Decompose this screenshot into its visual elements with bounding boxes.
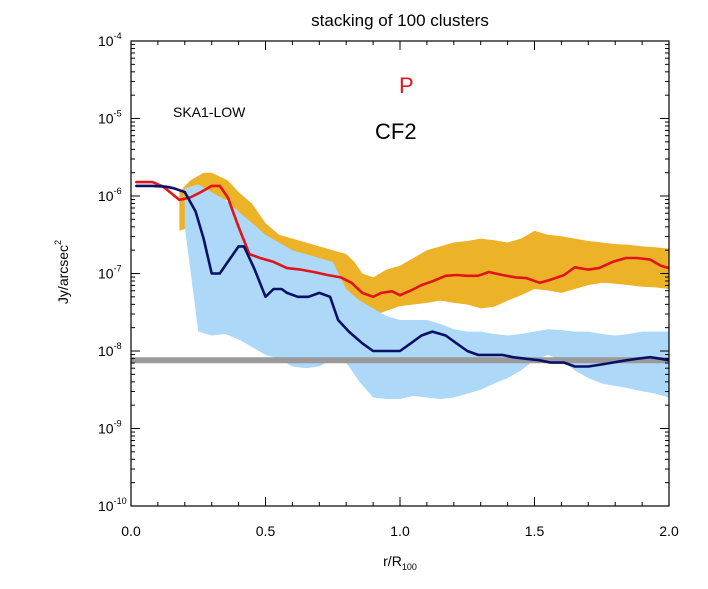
- x-tick-label: 1.5: [525, 523, 545, 539]
- y-axis-label-sup: 2: [53, 240, 63, 245]
- x-axis-label: r/R100: [383, 553, 417, 572]
- series-line-p: [135, 180, 669, 299]
- y-tick-label: 10-10: [98, 496, 127, 514]
- y-tick-label: 10-5: [98, 109, 122, 127]
- plot-area: [130, 40, 670, 507]
- y-tick-label-base: 10: [98, 33, 114, 49]
- y-tick-label-base: 10: [98, 111, 114, 127]
- legend-label-cf2: CF2: [375, 119, 417, 144]
- band-cf2-band: [184, 184, 669, 399]
- y-tick-label-exponent: -6: [114, 186, 122, 196]
- y-tick-label-exponent: -4: [114, 31, 122, 41]
- y-tick-label-base: 10: [98, 188, 114, 204]
- x-tick-label: 0.5: [256, 523, 276, 539]
- x-tick-label: 2.0: [659, 523, 679, 539]
- y-tick-label: 10-7: [98, 264, 122, 282]
- y-tick-label: 10-9: [98, 419, 122, 437]
- y-tick-label: 10-4: [98, 31, 122, 49]
- y-tick-label-base: 10: [98, 343, 114, 359]
- y-axis-label: Jy/arcsec2: [53, 240, 71, 304]
- x-tick-label: 0.0: [121, 523, 141, 539]
- y-tick-label-exponent: -10: [114, 496, 127, 506]
- x-axis-label-sub: 100: [402, 562, 417, 572]
- y-tick-label-exponent: -8: [114, 341, 122, 351]
- x-axis-label-main: r/R: [383, 553, 402, 569]
- annotation-instrument: SKA1-LOW: [173, 104, 246, 120]
- y-tick-label-base: 10: [98, 421, 114, 437]
- y-tick-label-exponent: -5: [114, 109, 122, 119]
- series-line-cf2: [135, 184, 669, 368]
- y-tick-label-exponent: -7: [114, 264, 122, 274]
- data-lines: [135, 180, 669, 368]
- y-axis-label-main: Jy/arcsec: [55, 245, 71, 304]
- y-tick-label: 10-8: [98, 341, 122, 359]
- legend-label-p: P: [399, 73, 414, 98]
- x-tick-label: 1.0: [390, 523, 410, 539]
- chart-title: stacking of 100 clusters: [311, 11, 489, 30]
- y-tick-label: 10-6: [98, 186, 122, 204]
- y-tick-label-base: 10: [98, 498, 114, 514]
- y-tick-label-base: 10: [98, 266, 114, 282]
- x-axis: 0.0 0.5 1.0 1.5 2.0: [121, 41, 679, 539]
- y-tick-label-exponent: -9: [114, 419, 122, 429]
